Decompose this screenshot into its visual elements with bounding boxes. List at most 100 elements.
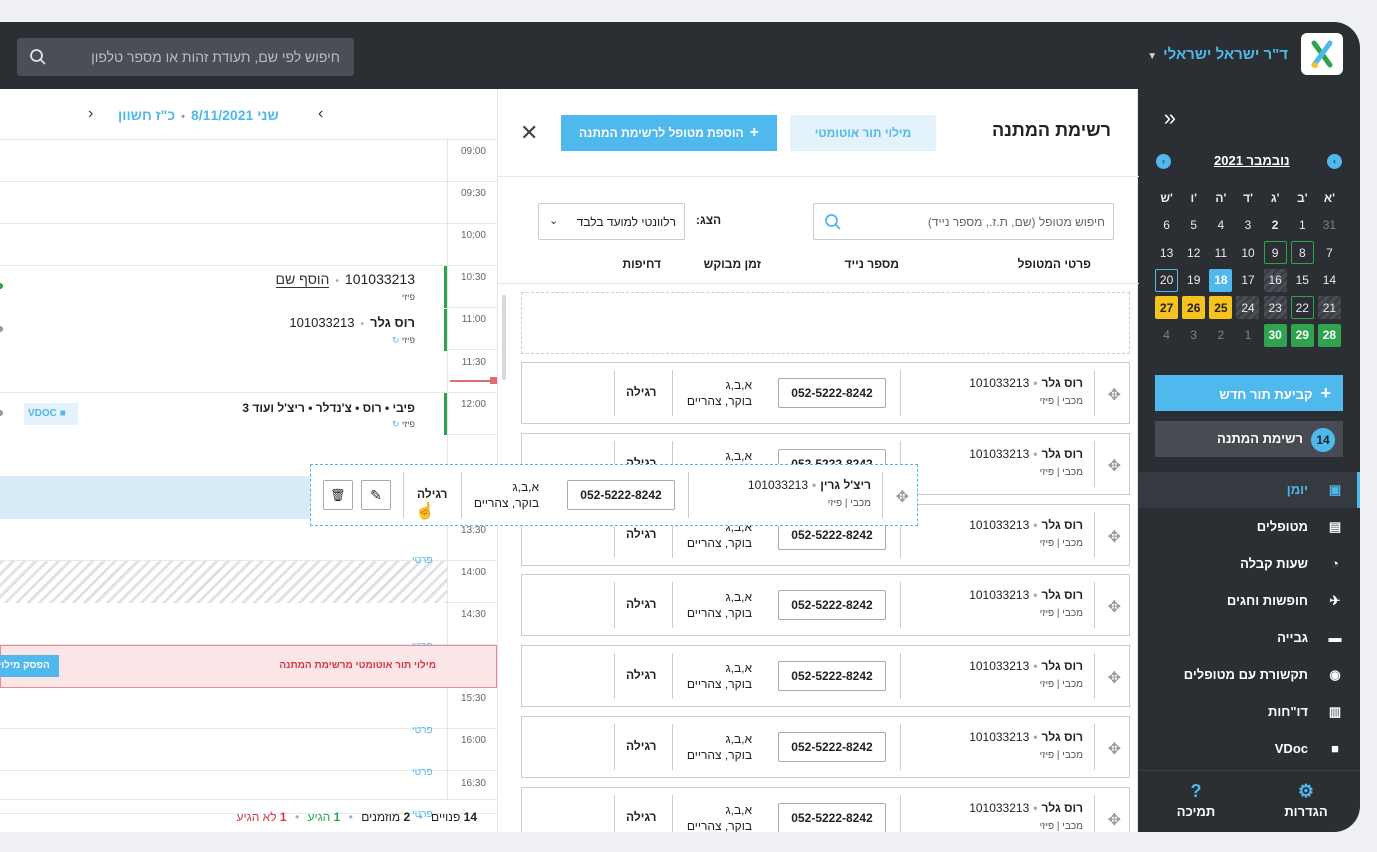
waitlist-card[interactable]: ✥ רוס גלר•101033213 מכבי | פיזי 052-5222-82… [521,574,1130,637]
app-logo[interactable] [1301,33,1343,75]
time-slot[interactable]: 13:30 [0,519,497,561]
calendar-day[interactable]: 5 [1180,212,1207,240]
calendar-day[interactable]: 25 [1207,294,1234,322]
waitlist-search-input[interactable]: חיפוש מטופל (שם, ת.ז., מספר נייד) [813,203,1114,240]
calendar-day[interactable]: 2 [1262,212,1289,240]
support-button[interactable]: ? תמיכה [1156,781,1236,819]
drag-handle-icon[interactable]: ✥ [1107,741,1121,758]
drag-handle-icon[interactable]: ✥ [1107,670,1121,688]
calendar-day[interactable]: 13 [1153,239,1180,267]
settings-button[interactable]: ⚙ הגדרות [1266,781,1346,819]
add-user-icon[interactable]: ● [0,277,5,293]
calendar-day[interactable]: 7 [1316,239,1343,267]
add-to-waitlist-button[interactable]: + הוספת מטופל לרשימת המתנה [561,115,777,151]
time-slot[interactable] [0,435,497,477]
calendar-day[interactable]: 20 [1153,267,1180,295]
calendar-day[interactable]: 17 [1234,267,1261,295]
drag-handle-icon[interactable]: ✥ [1107,387,1121,404]
nav-item-calendar[interactable]: ▣ יומן [1138,472,1360,508]
calendar-day[interactable]: 3 [1234,212,1261,240]
drag-handle-icon[interactable]: ✥ [1107,811,1121,829]
time-slot[interactable]: 14:30 [0,603,497,646]
calendar-day[interactable]: 4 [1207,212,1234,240]
appointment-1100[interactable]: רוס גלר • 101033213 פיזי ↻ ● [0,309,447,351]
time-slot[interactable]: 10:00 [0,224,497,267]
calendar-day[interactable]: 24 [1234,294,1261,322]
time-slot[interactable]: 16:00 [0,729,497,772]
calendar-day[interactable]: 31 [1316,212,1343,240]
calendar-day[interactable]: 4 [1153,322,1180,350]
time-slot[interactable]: 11:30 [0,351,497,393]
stop-auto-fill-button[interactable]: הפסק מילוי [0,655,59,677]
calendar-day[interactable]: 22 [1289,294,1316,322]
drag-handle-icon[interactable]: ✥ [1107,599,1121,617]
calendar-day[interactable]: 16 [1262,267,1289,295]
dragged-waitlist-card[interactable]: ✥ ריצ'ל גרין• 101033213 מכבי | פיזי 052-5… [310,464,918,526]
drop-zone[interactable] [521,292,1130,354]
edit-pencil-icon[interactable]: ✎ [361,480,391,510]
vdoc-badge[interactable]: VDOC ■ [24,403,78,425]
nav-item-patients[interactable]: ▤ מטופלים [1138,509,1360,545]
waitlist-card[interactable]: ✥ רוס גלר•101033213 מכבי | פיזי 052-5222-82… [521,716,1130,778]
time-slot[interactable]: 09:00 [0,140,497,182]
calendar-day[interactable]: 6 [1153,212,1180,240]
nav-item-clock[interactable]: ◔ שעות קבלה [1138,546,1360,582]
calendar-day[interactable]: 18 [1207,267,1234,295]
appointment-1200-group[interactable]: פיבי • רוס • צ'נדלר • ריצ'ל ועוד 3 פיזי … [0,393,447,435]
collapse-sidebar-icon[interactable]: » [1163,105,1176,130]
calendar-day[interactable]: 29 [1289,322,1316,350]
auto-fill-button[interactable]: מילוי תור אוטומטי [790,115,936,151]
calendar-day[interactable]: 10 [1234,239,1261,267]
next-month-icon[interactable]: › [1156,154,1171,169]
scrollbar[interactable] [502,295,506,380]
user-unknown-icon[interactable]: ● [0,320,5,336]
waitlist-card[interactable]: ✥ רוס גלר•101033213 מכבי | פיזי 052-5222-82… [521,786,1130,832]
prev-day-icon[interactable]: ‹ [318,105,324,122]
waitlist-card[interactable]: ✥ רוס גלר•101033213 מכבי | פיזי 052-5222-82… [521,645,1130,708]
calendar-day[interactable]: 1 [1234,322,1261,350]
nav-item-briefcase[interactable]: ▬ גבייה [1138,620,1360,656]
nav-item-video[interactable]: ■ VDoc [1138,731,1360,767]
time-slot[interactable]: 15:30 [0,687,497,730]
calendar-day[interactable]: 3 [1180,322,1207,350]
nav-item-plane[interactable]: ✈ חופשות וחגים [1138,583,1360,619]
calendar-day[interactable]: 15 [1289,267,1316,295]
calendar-day[interactable]: 26 [1180,294,1207,322]
nav-item-report[interactable]: ▥ דו"חות [1138,694,1360,730]
slot-details-link[interactable]: פרטי [412,809,433,820]
calendar-day[interactable]: 9 [1262,239,1289,267]
calendar-day[interactable]: 21 [1316,294,1343,322]
calendar-day[interactable]: 8 [1289,239,1316,267]
new-appointment-button[interactable]: + קביעת תור חדש [1155,375,1343,411]
calendar-day[interactable]: 27 [1153,294,1180,322]
trash-icon[interactable]: 🗑 [323,480,353,510]
appointment-1030[interactable]: 101033213 • הוסף שם פיזי ● [0,266,447,308]
calendar-day[interactable]: 23 [1262,294,1289,322]
nav-item-person[interactable]: ◉ תקשורת עם מטופלים [1138,657,1360,693]
calendar-day[interactable]: 30 [1262,322,1289,350]
user-unknown-icon[interactable]: ● [0,404,5,420]
time-slot[interactable]: 16:30 [0,772,497,814]
waitlist-button[interactable]: 14 רשימת המתנה [1155,421,1343,457]
waitlist-card[interactable]: ✥ רוס גלר•101033213 מכבי | פיזי 052-5222-82… [521,362,1130,424]
drag-handle-icon[interactable]: ✥ [1107,528,1121,546]
time-slot[interactable]: 09:30 [0,182,497,225]
global-search-input[interactable]: חיפוש לפי שם, תעודת זהות או מספר טלפון [17,38,354,76]
calendar-day[interactable]: 2 [1207,322,1234,350]
calendar-day[interactable]: 14 [1316,267,1343,295]
close-icon[interactable]: ✕ [520,120,539,145]
next-day-icon[interactable]: › [88,105,94,122]
add-name-link[interactable]: הוסף שם [275,271,330,288]
relevance-filter-select[interactable]: רלוונטי למועד בלבד ⌄ [538,203,685,240]
slot-details-link[interactable]: פרטי [412,767,433,778]
prev-month-icon[interactable]: ‹ [1327,154,1342,169]
calendar-day[interactable]: 19 [1180,267,1207,295]
calendar-day[interactable]: 11 [1207,239,1234,267]
calendar-day[interactable]: 1 [1289,212,1316,240]
slot-details-link[interactable]: פרטי [412,555,433,566]
drag-handle-icon[interactable]: ✥ [895,489,909,506]
doctor-menu[interactable]: ד"ר ישראל ישראלי ▼ [1147,46,1288,63]
calendar-day[interactable]: 28 [1316,322,1343,350]
slot-details-link[interactable]: פרטי [412,725,433,736]
calendar-day[interactable]: 12 [1180,239,1207,267]
